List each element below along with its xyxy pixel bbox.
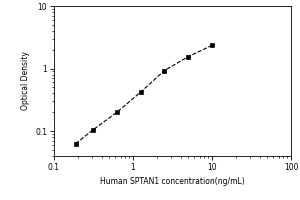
Y-axis label: Optical Density: Optical Density: [20, 52, 29, 110]
X-axis label: Human SPTAN1 concentration(ng/mL): Human SPTAN1 concentration(ng/mL): [100, 178, 245, 186]
